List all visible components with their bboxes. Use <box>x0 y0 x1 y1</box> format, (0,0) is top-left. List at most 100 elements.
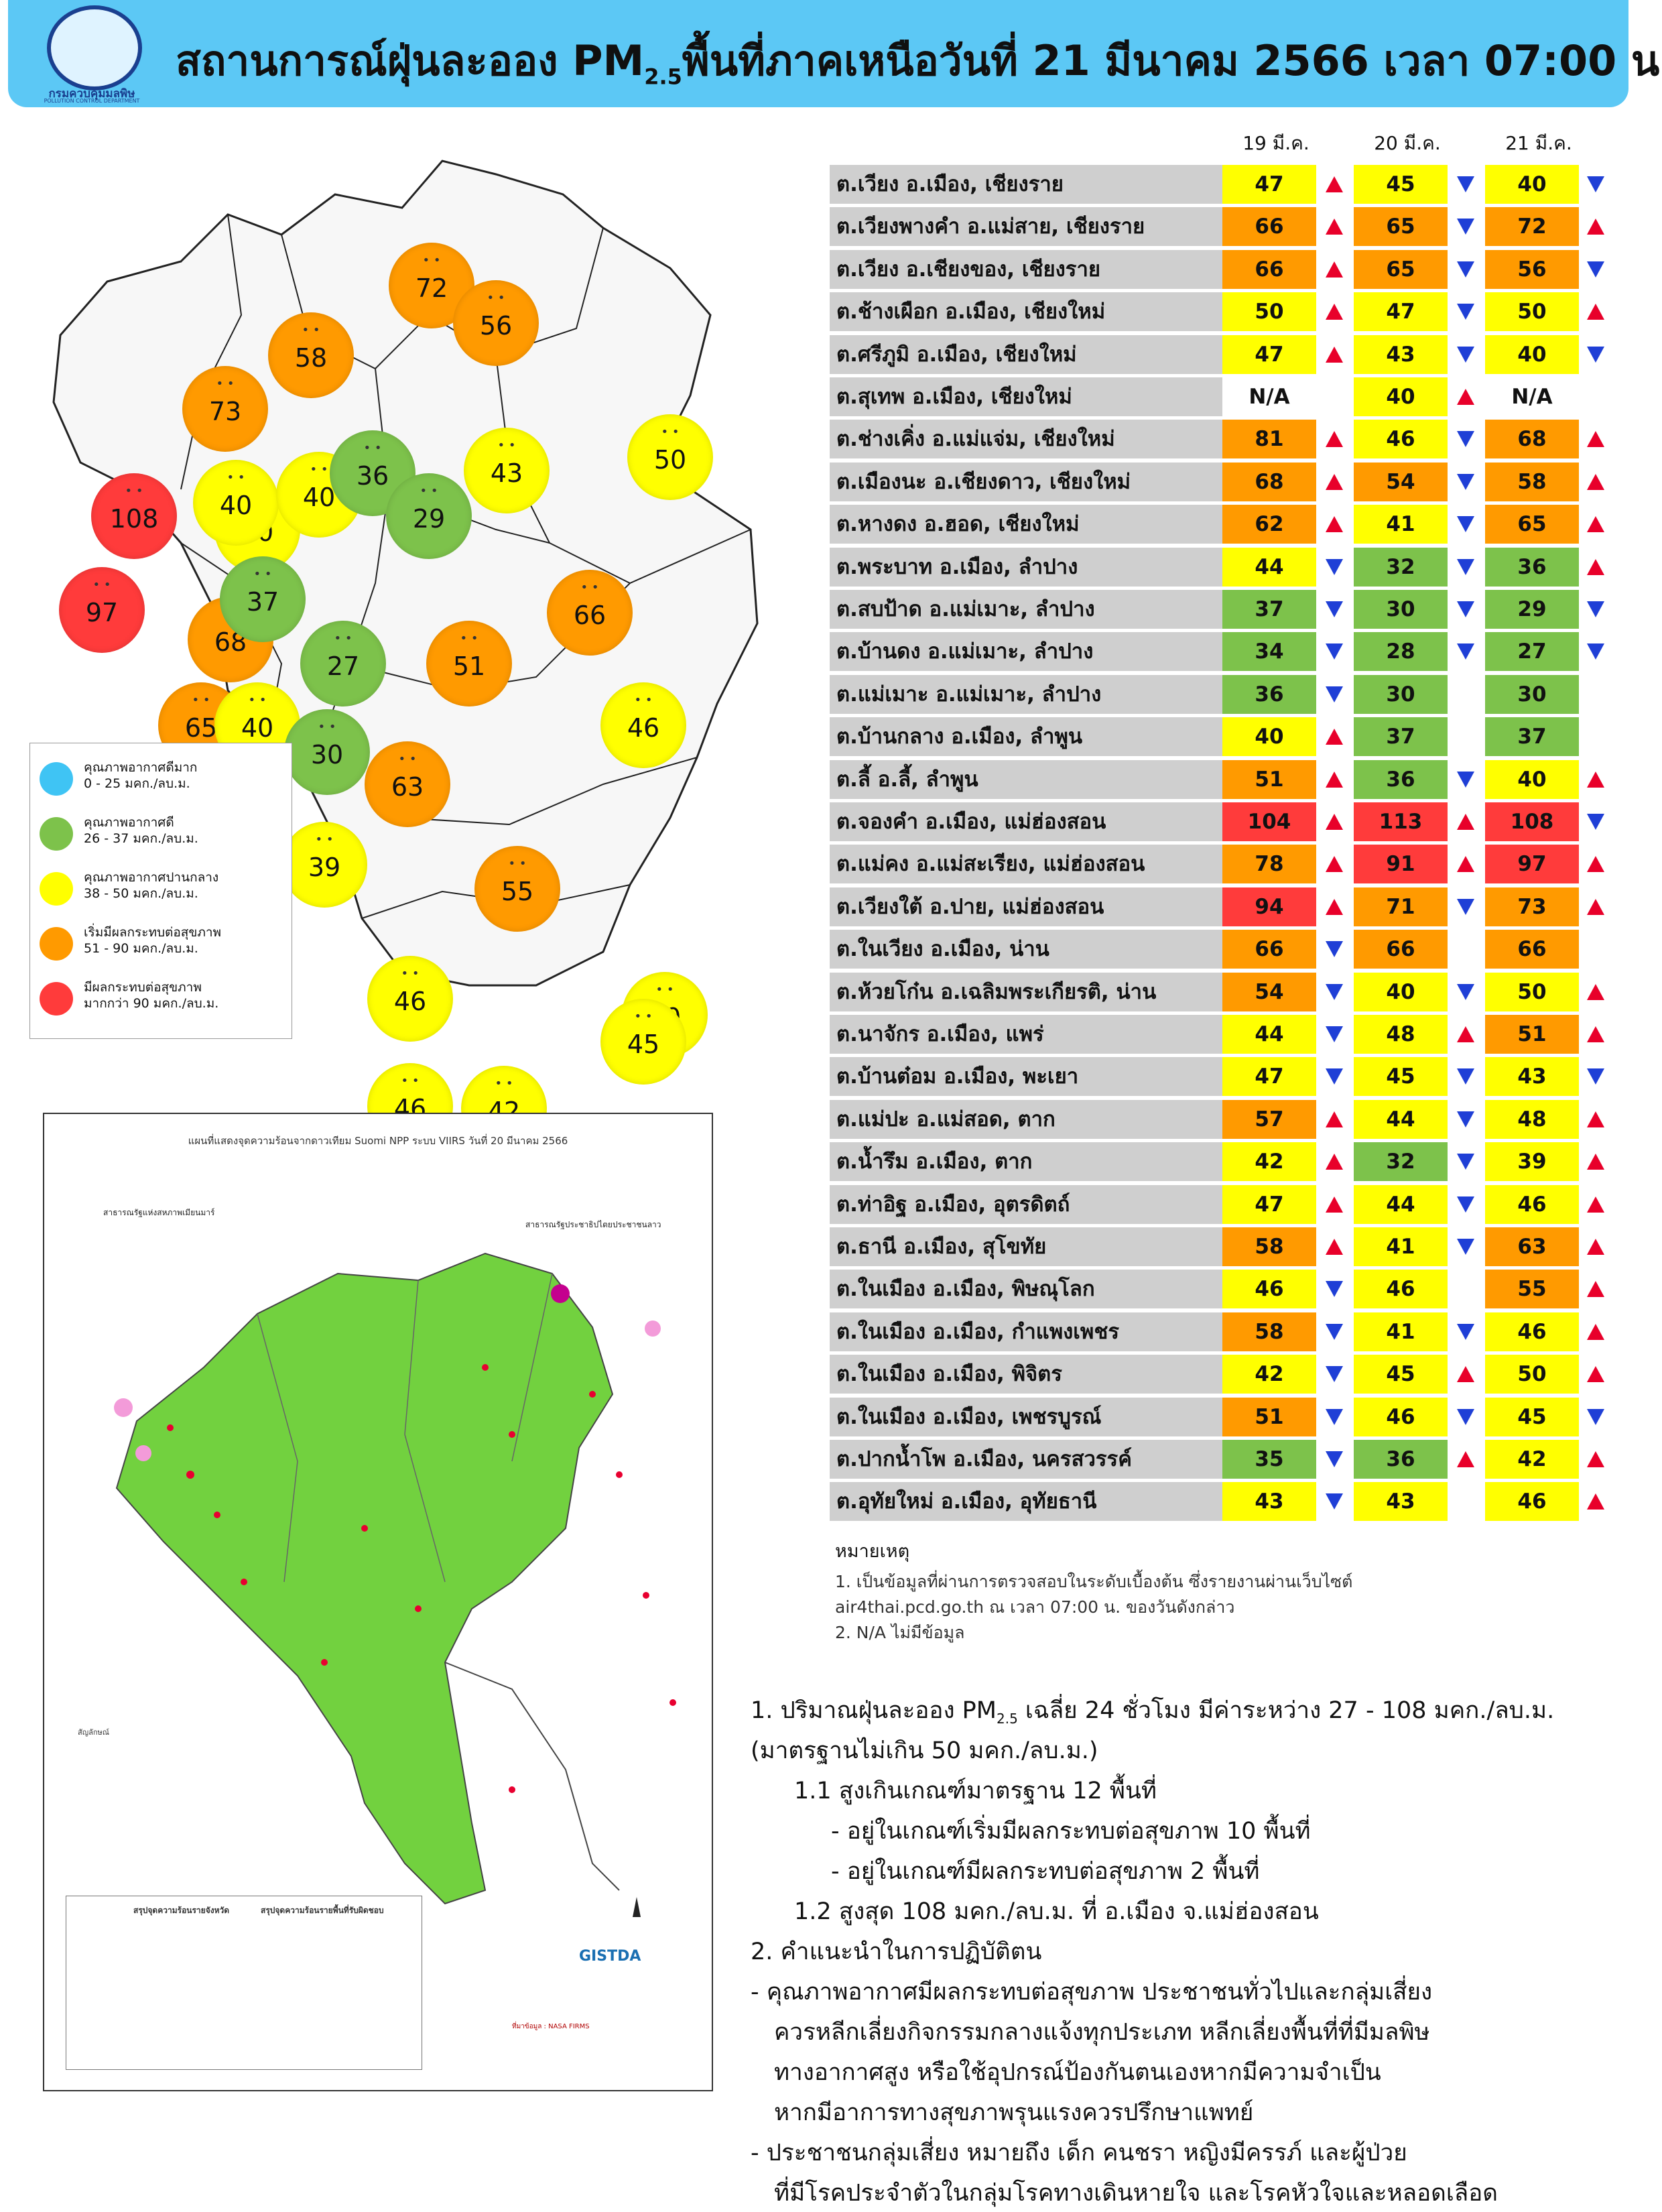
station-name: ต.ช่างเคิ่ง อ.แม่แจ่ม, เชียงใหม่ <box>830 420 1233 459</box>
pm25-map-value: 29 <box>412 504 446 534</box>
pm25-map-circle: • • 27 <box>300 621 386 706</box>
pm25-value-cell: 43 <box>1354 1482 1448 1522</box>
pm25-value-cell: 40 <box>1222 717 1316 757</box>
pm25-map-value: 65 <box>184 713 218 743</box>
legend-label: คุณภาพอากาศดี 26 - 37 มคก./ลบ.ม. <box>84 814 198 847</box>
station-name: ต.ในเมือง อ.เมือง, เพชรบูรณ์ <box>830 1397 1233 1436</box>
face-icon: • • <box>192 693 210 707</box>
summary-line-4: - อยู่ในเกณฑ์เริ่มมีผลกระทบต่อสุขภาพ 10 … <box>831 1818 1311 1845</box>
face-icon: • • <box>253 567 272 581</box>
trend-down-icon <box>1456 1110 1476 1129</box>
trend-up-icon <box>1324 1152 1344 1171</box>
pm25-map-value: 50 <box>653 445 687 475</box>
satellite-map-drawing <box>114 1252 676 1917</box>
satellite-hotspot-map: แผนที่แสดงจุดความร้อนจากดาวเทียม Suomi N… <box>43 1113 713 2091</box>
trend-up-icon <box>1586 770 1606 789</box>
trend-down-icon <box>1456 175 1476 194</box>
legend-range: มากกว่า 90 มคก./ลบ.ม. <box>84 996 219 1011</box>
pm25-map-value: 108 <box>109 504 159 534</box>
legend-range: 0 - 25 มคก./ลบ.ม. <box>84 776 190 791</box>
station-name: ต.สุเทพ อ.เมือง, เชียงใหม่ <box>830 377 1233 416</box>
face-icon: • • <box>315 833 334 847</box>
station-name: ต.จองคำ อ.เมือง, แม่ฮ่องสอน <box>830 802 1233 841</box>
summary-line-12: - ประชาชนกลุ่มเสี่ยง หมายถึง เด็ก คนชรา … <box>751 2140 1407 2166</box>
legend-label: คุณภาพอากาศปานกลาง 38 - 50 มคก./ลบ.ม. <box>84 869 218 902</box>
trend-down-icon <box>1456 1195 1476 1214</box>
pm25-value-cell: 97 <box>1485 845 1579 884</box>
pm25-map-value: 66 <box>573 601 606 630</box>
trend-down-icon <box>1324 1323 1344 1341</box>
face-icon: • • <box>460 631 478 646</box>
pm25-map-value: 73 <box>208 397 242 426</box>
pm25-value-cell: N/A <box>1485 377 1579 416</box>
pm25-value-cell: 62 <box>1222 505 1316 544</box>
trend-down-icon <box>1324 940 1344 959</box>
station-name: ต.ธานี อ.เมือง, สุโขทัย <box>830 1227 1233 1266</box>
trend-down-icon <box>1324 600 1344 619</box>
summary-line-2: (มาตรฐานไม่เกิน 50 มคก./ลบ.ม.) <box>751 1737 1098 1764</box>
pm25-value-cell: 57 <box>1222 1099 1316 1139</box>
pm25-value-cell: N/A <box>1222 377 1316 416</box>
pm25-map-circle: • • 46 <box>367 956 453 1042</box>
pm25-value-cell: 58 <box>1222 1227 1316 1266</box>
trend-down-icon <box>1324 685 1344 704</box>
trend-up-icon <box>1586 1450 1606 1469</box>
pm25-value-cell: 66 <box>1222 930 1316 969</box>
pm25-map-value: 30 <box>310 740 344 770</box>
pm25-value-cell: 30 <box>1354 674 1448 714</box>
trend-up-icon <box>1586 1025 1606 1044</box>
trend-up-icon <box>1586 983 1606 1001</box>
legend-dot-icon <box>40 982 73 1016</box>
pm25-value-cell: 30 <box>1485 674 1579 714</box>
summary-line-1: 1. ปริมาณฝุ่นละออง PM2.5 เฉลี่ย 24 ชั่วโ… <box>751 1692 1554 1729</box>
summary-line-10: ทางอากาศสูง หรือใช้อุปกรณ์ป้องกันตนเองหา… <box>774 2059 1381 2086</box>
satellite-legend-title: สัญลักษณ์ <box>78 1728 109 1737</box>
pm25-value-cell: 44 <box>1222 547 1316 587</box>
pm25-value-cell: 47 <box>1354 292 1448 332</box>
logo-emblem-icon <box>47 5 142 90</box>
face-icon: • • <box>227 471 245 485</box>
trend-down-icon <box>1456 217 1476 236</box>
pm25-map-value: 72 <box>415 273 448 303</box>
trend-down-icon <box>1456 1152 1476 1171</box>
face-icon: • • <box>363 441 382 455</box>
pm25-map-value: 97 <box>85 598 119 627</box>
trend-down-icon <box>1586 1408 1606 1426</box>
title-prefix: สถานการณ์ฝุ่นละออง PM <box>176 36 645 85</box>
column-header-20mar: 20 มี.ค. <box>1374 132 1441 154</box>
trend-down-icon <box>1456 1067 1476 1086</box>
pm25-value-cell: 65 <box>1354 207 1448 247</box>
pm25-value-cell: 54 <box>1222 972 1316 1011</box>
station-name: ต.แม่เมาะ อ.แม่เมาะ, ลำปาง <box>830 674 1233 714</box>
pm25-value-cell: 47 <box>1222 1184 1316 1224</box>
pm25-value-cell: 45 <box>1354 1355 1448 1394</box>
station-name: ต.ศรีภูมิ อ.เมือง, เชียงใหม่ <box>830 334 1233 374</box>
pm25-value-cell: 91 <box>1354 845 1448 884</box>
pm25-map-value: 58 <box>294 343 328 373</box>
summary-line-5: - อยู่ในเกณฑ์มีผลกระทบต่อสุขภาพ 2 พื้นที… <box>831 1858 1260 1885</box>
pm25-value-cell: 44 <box>1354 1184 1448 1224</box>
pm25-map-circle: • • 108 <box>91 473 177 559</box>
summary-l1-sub: 2.5 <box>996 1711 1018 1727</box>
legend-title: มีผลกระทบต่อสุขภาพ <box>84 980 202 995</box>
station-name: ต.แม่คง อ.แม่สะเรียง, แม่ฮ่องสอน <box>830 845 1233 884</box>
trend-down-icon <box>1456 558 1476 576</box>
trend-up-icon <box>1324 727 1344 746</box>
station-name: ต.เมืองนะ อ.เชียงดาว, เชียงใหม่ <box>830 462 1233 501</box>
map-legend: คุณภาพอากาศดีมาก 0 - 25 มคก./ลบ.ม. คุณภาพ… <box>29 743 292 1039</box>
trend-down-icon <box>1586 175 1606 194</box>
summary-line-6: 1.2 สูงสุด 108 มคก./ลบ.ม. ที่ อ.เมือง จ.… <box>794 1898 1319 1925</box>
trend-down-icon <box>1324 1280 1344 1298</box>
pm25-value-cell: 113 <box>1354 802 1448 841</box>
station-name: ต.เวียงพางคำ อ.แม่สาย, เชียงราย <box>830 207 1233 247</box>
pm25-map-circle: • • 43 <box>464 428 550 513</box>
trend-down-icon <box>1324 1450 1344 1469</box>
pm25-value-cell: 45 <box>1354 165 1448 204</box>
station-name: ต.ในเวียง อ.เมือง, น่าน <box>830 930 1233 969</box>
face-icon: • • <box>401 967 420 981</box>
pm25-value-cell: 65 <box>1485 505 1579 544</box>
pm25-value-cell: 45 <box>1485 1397 1579 1436</box>
trend-down-icon <box>1456 1237 1476 1256</box>
pm25-value-cell: 73 <box>1485 887 1579 926</box>
pm25-value-cell: 32 <box>1354 1142 1448 1182</box>
